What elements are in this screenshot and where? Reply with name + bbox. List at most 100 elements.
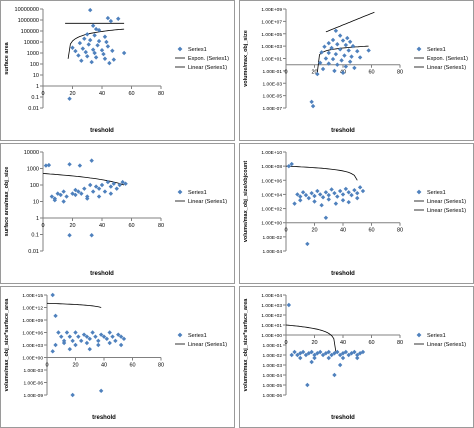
data-point xyxy=(345,35,350,41)
data-point xyxy=(76,334,81,339)
data-point xyxy=(67,334,72,339)
data-point xyxy=(357,185,363,190)
data-point xyxy=(96,27,102,33)
y-tick-label: 10000 xyxy=(24,150,39,156)
data-point xyxy=(105,15,111,21)
y-tick-label: 1.00E-02 xyxy=(263,235,283,241)
y-tick-label: 1.00E+05 xyxy=(261,32,282,38)
y-axis-title: volume/max_obj_size/objcount xyxy=(243,161,249,242)
x-tick-label: 60 xyxy=(368,70,374,76)
y-tick-label: 1.00E+06 xyxy=(22,331,43,337)
data-point xyxy=(346,190,351,195)
data-point xyxy=(355,195,360,201)
y-tick-label: 1.00E+06 xyxy=(261,178,282,184)
data-point xyxy=(337,33,343,38)
legend-label: Series1 xyxy=(427,47,446,53)
y-tick-label: 1 xyxy=(36,84,39,90)
trendline xyxy=(46,302,102,308)
trendline xyxy=(285,165,358,181)
data-point xyxy=(86,42,91,47)
data-point xyxy=(340,192,346,197)
y-tick-label: 1.00E+12 xyxy=(22,306,43,312)
y-tick-label: 1.00E+03 xyxy=(22,343,43,349)
data-point xyxy=(320,66,326,72)
data-point xyxy=(346,352,351,358)
data-point xyxy=(56,330,61,335)
data-point xyxy=(73,48,78,54)
y-axis-title: volume/max_obj_size xyxy=(243,30,249,87)
data-point xyxy=(120,179,125,185)
y-tick-label: 1.00E+02 xyxy=(261,207,282,213)
data-point xyxy=(102,56,108,61)
trendline xyxy=(285,324,337,353)
legend-marker xyxy=(177,46,183,52)
data-point xyxy=(88,182,93,188)
data-point xyxy=(93,26,99,32)
data-point xyxy=(101,334,107,339)
data-point xyxy=(295,192,300,197)
y-tick-label: 1.00E+00 xyxy=(261,333,282,339)
y-tick-label: 1.00E+02 xyxy=(261,313,282,319)
legend-label: Linear (Series1) xyxy=(427,342,466,348)
data-point xyxy=(337,352,343,358)
y-tick-label: 1.00E+04 xyxy=(261,293,282,299)
data-point xyxy=(346,48,351,53)
x-tick-label: 60 xyxy=(368,340,374,346)
data-point xyxy=(346,199,351,205)
x-tick-label: 0 xyxy=(284,70,287,76)
y-tick-label: 10000000 xyxy=(15,7,39,13)
data-point xyxy=(347,59,353,64)
data-point xyxy=(315,188,320,194)
data-point xyxy=(352,187,357,193)
data-point xyxy=(330,56,336,62)
data-point xyxy=(67,162,72,167)
data-point xyxy=(90,330,95,335)
data-point xyxy=(305,241,310,247)
data-point xyxy=(67,233,72,238)
data-point xyxy=(309,359,314,365)
data-point xyxy=(312,355,317,361)
y-tick-label: 1.00E-03 xyxy=(24,368,44,374)
data-point xyxy=(101,51,106,57)
data-point xyxy=(104,336,110,342)
y-tick-label: 1.00E-09 xyxy=(24,393,44,399)
y-tick-label: 1.00E-05 xyxy=(263,383,283,389)
data-point xyxy=(309,99,314,105)
data-point xyxy=(333,51,339,57)
data-point xyxy=(95,43,100,48)
data-point xyxy=(332,68,337,74)
data-point xyxy=(108,18,114,24)
x-tick-label: 0 xyxy=(284,228,287,234)
data-point xyxy=(114,186,119,191)
y-tick-label: 1.00E-04 xyxy=(263,373,283,379)
data-point xyxy=(104,39,109,45)
legend-marker xyxy=(177,189,183,195)
data-point xyxy=(337,47,343,52)
x-axis-title: treshold xyxy=(92,415,116,421)
data-point xyxy=(90,47,96,52)
data-point xyxy=(53,313,58,319)
y-tick-label: 1.00E-02 xyxy=(263,353,283,359)
data-point xyxy=(116,16,121,21)
x-tick-label: 60 xyxy=(129,363,135,369)
data-point xyxy=(286,163,292,169)
legend-label: Expon. (Series1) xyxy=(427,56,468,62)
legend-label: Series1 xyxy=(427,333,446,339)
data-point xyxy=(105,44,111,49)
data-point xyxy=(303,352,309,358)
data-point xyxy=(310,103,316,109)
trendline xyxy=(67,28,125,59)
data-point xyxy=(89,233,94,238)
data-point xyxy=(306,195,311,201)
data-point xyxy=(357,55,363,60)
y-tick-label: 1.00E+00 xyxy=(22,356,43,362)
x-tick-label: 20 xyxy=(72,363,78,369)
data-point xyxy=(349,54,354,59)
data-point xyxy=(326,355,331,361)
data-point xyxy=(83,49,88,55)
legend-marker xyxy=(177,332,183,338)
data-point xyxy=(355,352,360,358)
x-tick-label: 60 xyxy=(128,91,134,97)
chart-1: 0.01 0.1 1 10 100 1000 10000 100000 1000000 10000… xyxy=(4,7,229,134)
data-point xyxy=(289,161,294,167)
